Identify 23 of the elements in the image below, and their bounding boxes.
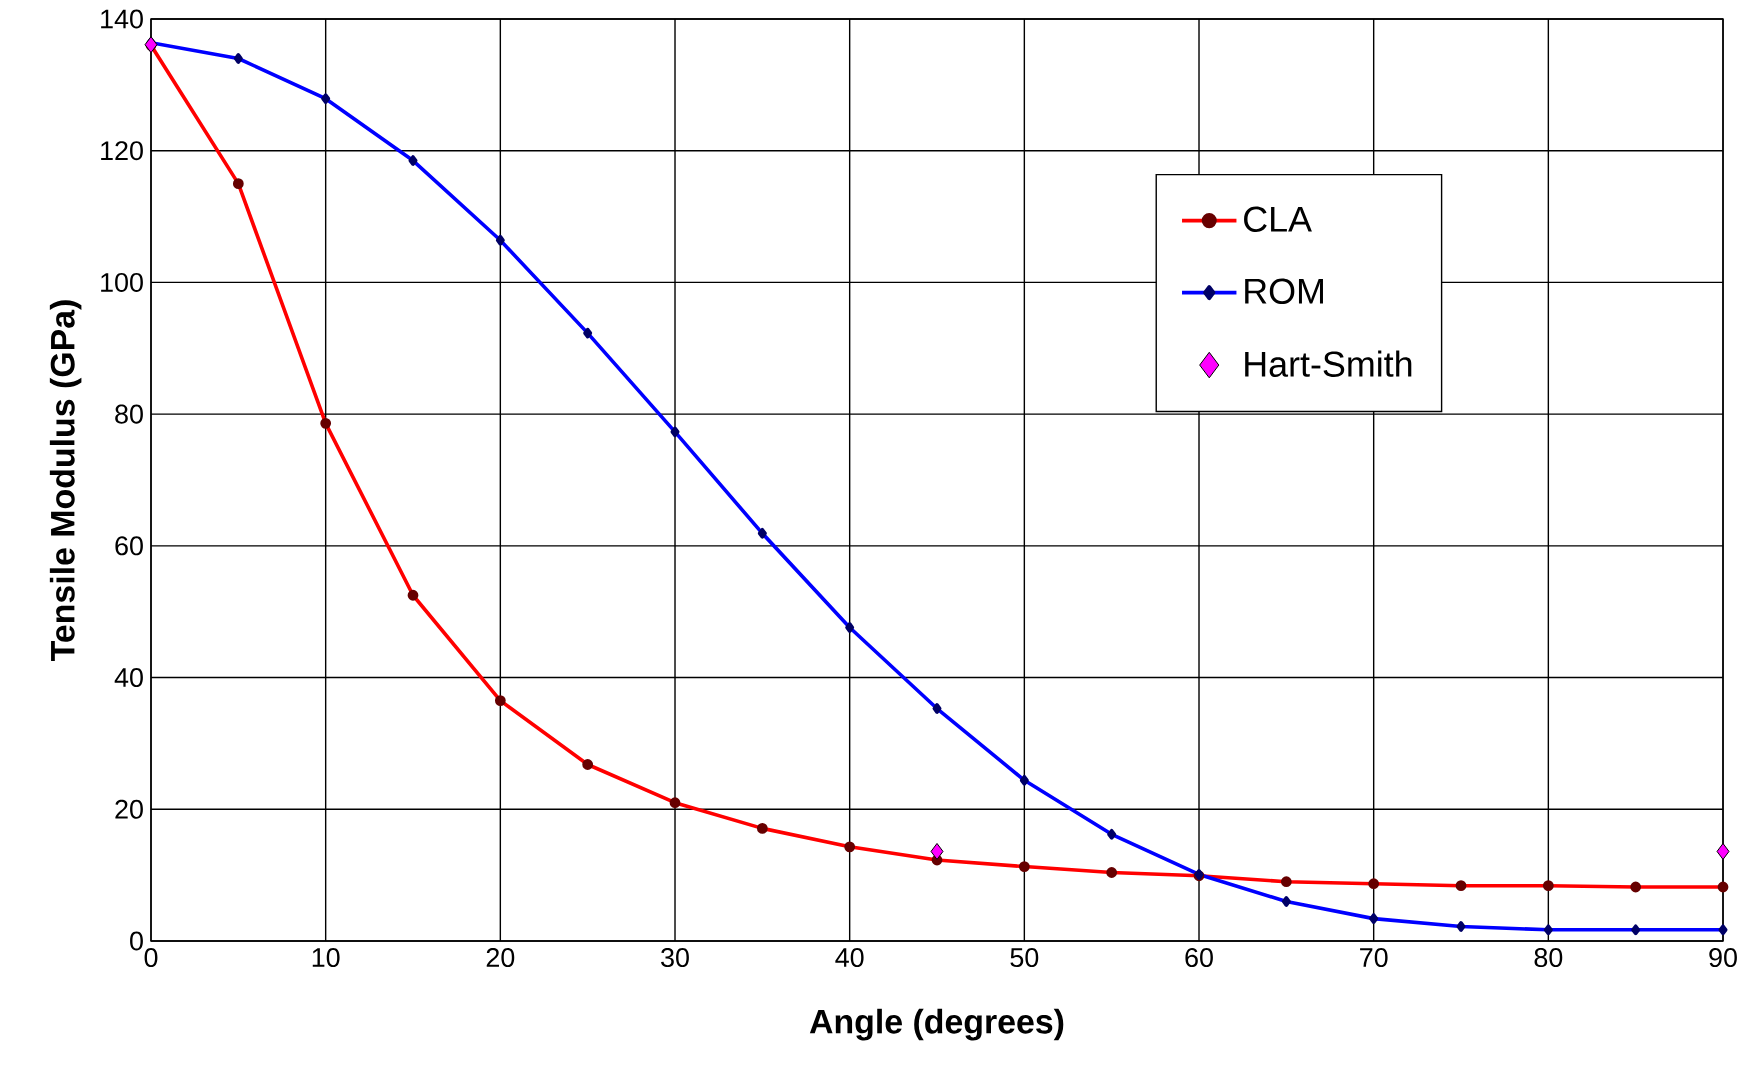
x-tick-label: 70	[1360, 948, 1388, 968]
y-tick-label: 140	[101, 9, 143, 29]
y-tick-label: 40	[114, 668, 143, 688]
y-tick-label: 60	[115, 536, 143, 556]
legend-label: Hart-Smith	[1245, 350, 1412, 377]
x-axis-title: Angle (degrees)	[809, 1008, 1064, 1041]
x-tick-label: 60	[1185, 948, 1213, 968]
y-tick-label: 120	[101, 141, 143, 161]
x-tick-label: 90	[1709, 948, 1737, 968]
y-tick-label: 100	[101, 272, 143, 292]
legend-label: ROM	[1245, 278, 1323, 304]
x-tick-label: 80	[1534, 948, 1563, 968]
x-tick-label: 50	[1010, 948, 1039, 968]
y-tick-label: 0	[130, 931, 143, 951]
legend-label: CLA	[1244, 206, 1312, 232]
x-tick-label: 10	[312, 948, 340, 968]
x-tick-label: 20	[486, 948, 515, 968]
y-tick-label: 20	[115, 799, 143, 819]
x-tick-label: 40	[835, 948, 864, 968]
x-tick-label: 0	[144, 948, 158, 968]
y-axis-title: Tensile Modulus (GPa)	[49, 300, 82, 661]
y-tick-label: 80	[115, 404, 143, 424]
x-tick-label: 30	[661, 948, 689, 968]
